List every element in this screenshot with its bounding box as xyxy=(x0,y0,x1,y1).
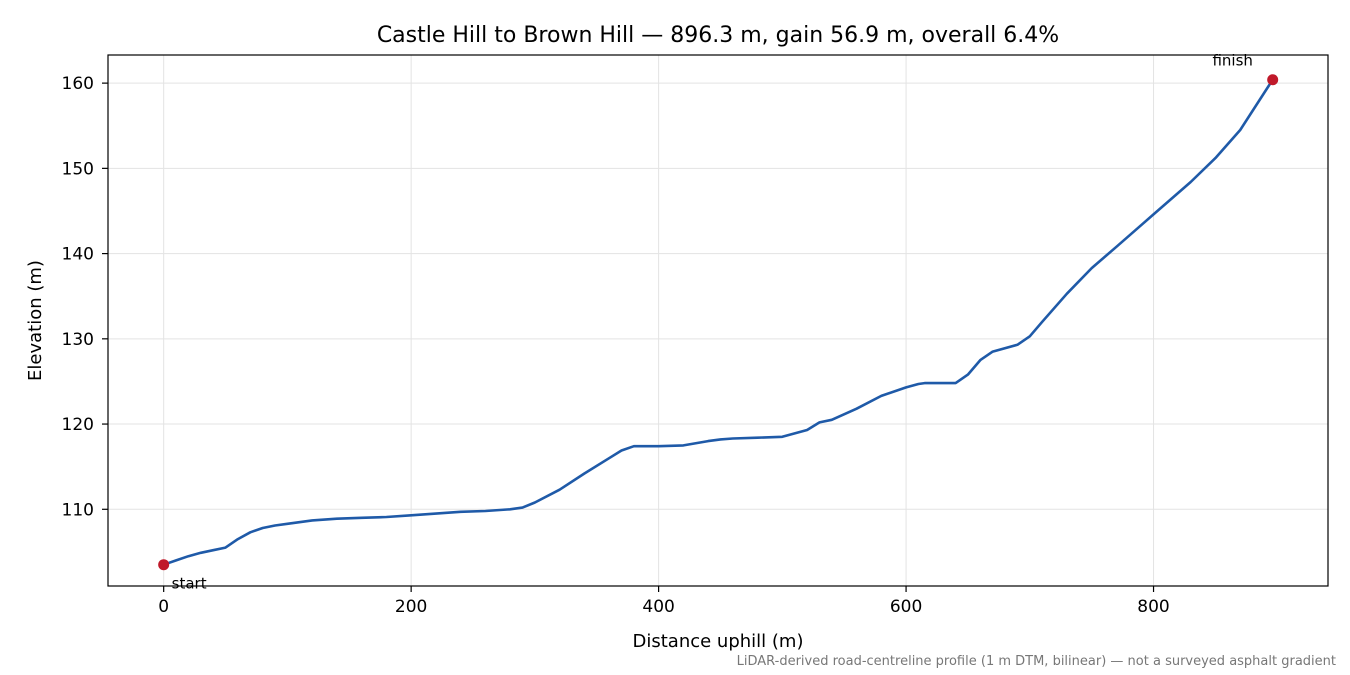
finish-label: finish xyxy=(1212,52,1252,70)
endpoint-markers xyxy=(158,74,1279,571)
x-tick-label: 0 xyxy=(158,597,169,617)
y-tick-label: 140 xyxy=(62,245,94,265)
y-tick-label: 150 xyxy=(62,159,94,179)
y-tick-label: 120 xyxy=(62,415,94,435)
finish-marker xyxy=(1267,74,1279,86)
start-label: start xyxy=(172,575,207,593)
source-footnote: LiDAR-derived road-centreline profile (1… xyxy=(737,654,1336,669)
y-tick-label: 130 xyxy=(62,330,94,350)
grid-lines xyxy=(108,55,1328,586)
x-tick-label: 800 xyxy=(1137,597,1169,617)
elevation-profile-line xyxy=(162,78,1274,566)
y-tick-label: 160 xyxy=(62,74,94,94)
x-axis-label: Distance uphill (m) xyxy=(633,631,804,652)
start-marker xyxy=(158,559,170,571)
chart-title: Castle Hill to Brown Hill — 896.3 m, gai… xyxy=(377,23,1059,48)
x-tick-label: 400 xyxy=(642,597,674,617)
y-axis-label: Elevation (m) xyxy=(25,260,46,381)
x-tick-label: 200 xyxy=(395,597,427,617)
plot-frame xyxy=(107,54,1329,587)
y-tick-label: 110 xyxy=(62,500,94,520)
x-axis-ticks: 0 200 400 600 800 xyxy=(158,586,1170,617)
x-tick-label: 600 xyxy=(890,597,922,617)
y-axis-ticks: 110 120 130 140 150 160 xyxy=(62,74,108,520)
